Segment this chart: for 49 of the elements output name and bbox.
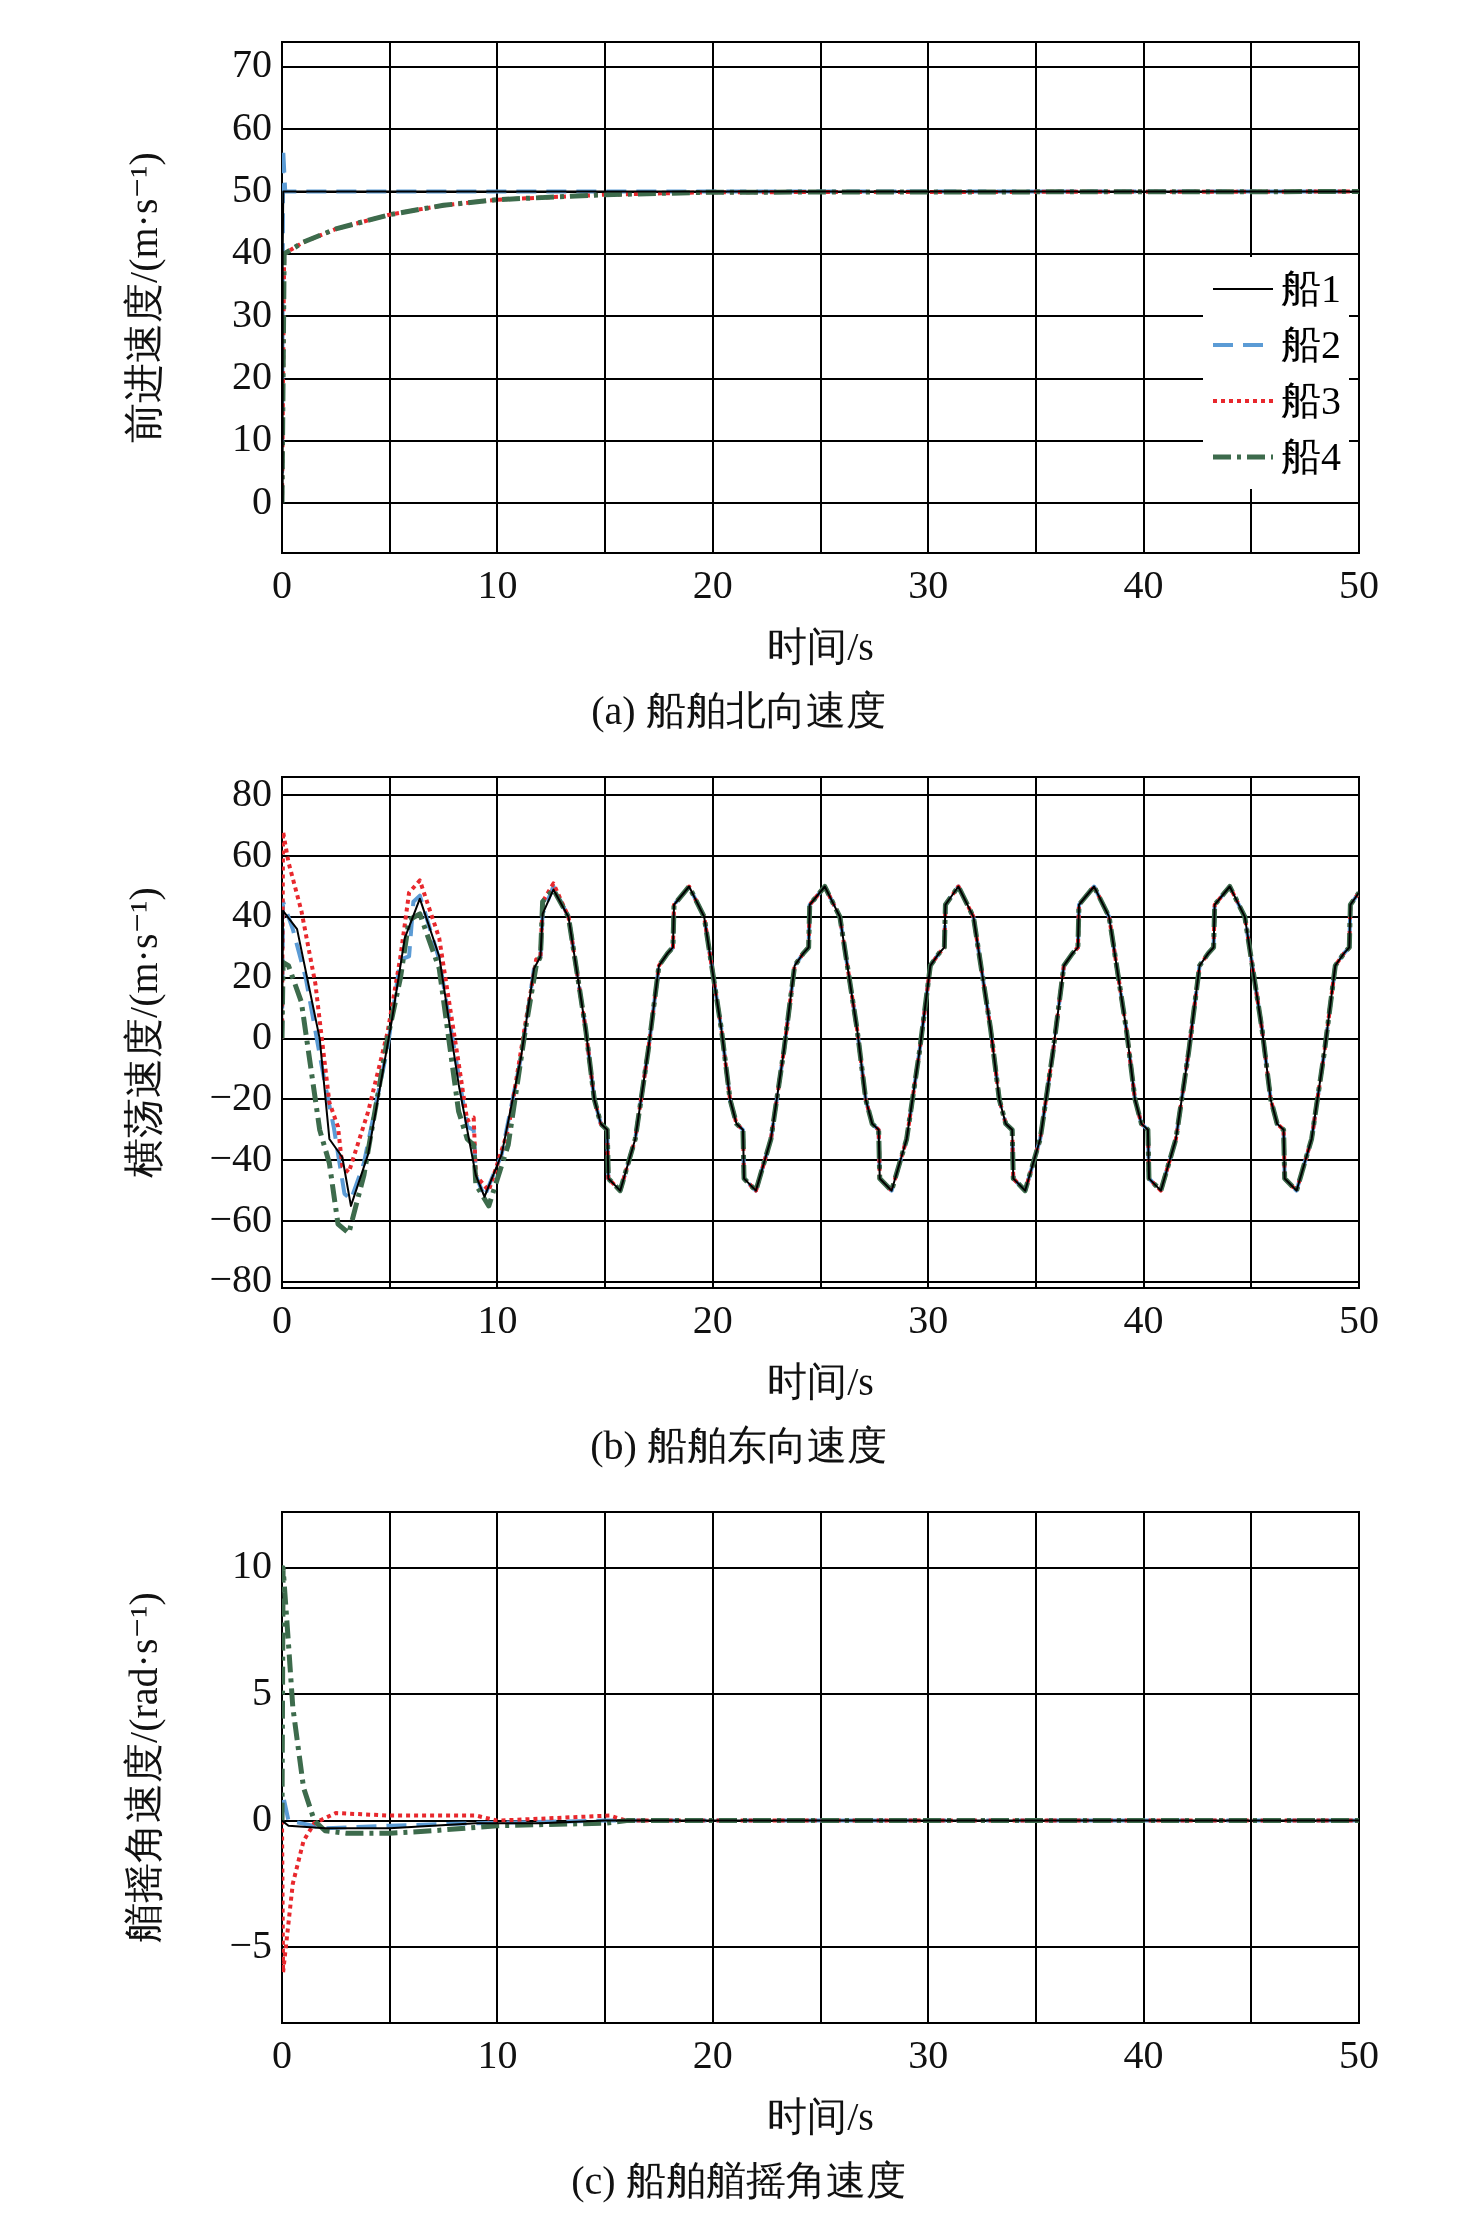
legend-label: 船3 <box>1281 376 1341 425</box>
y-tick-label: 5 <box>252 1668 272 1714</box>
y-tick-label: 30 <box>232 290 272 336</box>
x-tick-label: 40 <box>1123 561 1164 607</box>
legend-label: 船2 <box>1281 320 1341 369</box>
x-tick-label: 50 <box>1339 2031 1379 2077</box>
y-tick-label: 70 <box>232 41 272 87</box>
y-tick-label: 0 <box>252 1013 272 1059</box>
y-tick-label: 50 <box>232 166 272 212</box>
x-tick-label: 40 <box>1123 1296 1164 1342</box>
y-tick-label: 40 <box>232 228 272 274</box>
y-tick-label: −60 <box>209 1195 272 1241</box>
y-axis-title: 前进速度/(m·s⁻¹) <box>120 152 166 443</box>
x-tick-label: 30 <box>908 2031 949 2077</box>
y-tick-label: 10 <box>232 415 272 461</box>
x-tick-label: 10 <box>477 1296 518 1342</box>
x-tick-label: 20 <box>692 2031 733 2077</box>
legend-label: 船1 <box>1281 264 1341 313</box>
x-tick-label: 50 <box>1339 1296 1379 1342</box>
y-tick-label: 0 <box>252 1795 272 1841</box>
y-tick-label: 10 <box>232 1542 272 1588</box>
x-tick-label: 40 <box>1123 2031 1164 2077</box>
y-tick-label: −5 <box>229 1921 272 1967</box>
x-tick-label: 20 <box>692 1296 733 1342</box>
x-tick-label: 30 <box>908 561 949 607</box>
x-tick-label: 10 <box>477 561 518 607</box>
x-tick-label: 10 <box>477 2031 518 2077</box>
y-tick-label: 20 <box>232 952 272 998</box>
y-tick-label: 60 <box>232 103 272 149</box>
legend-label: 船4 <box>1281 432 1341 481</box>
y-tick-label: 20 <box>232 353 272 399</box>
y-tick-label: 0 <box>252 477 272 523</box>
text: (b) 船舶东向速度 <box>590 1422 887 1468</box>
x-axis-title: 时间/s <box>767 2093 874 2139</box>
y-axis-title: 横荡速度/(m·s⁻¹) <box>120 887 166 1178</box>
y-tick-label: −20 <box>209 1073 272 1119</box>
y-axis-title: 艏摇角速度/(rad·s⁻¹) <box>120 1592 166 1943</box>
text: (a) 船舶北向速度 <box>591 687 886 733</box>
x-tick-label: 50 <box>1339 561 1379 607</box>
y-tick-label: 80 <box>232 769 272 815</box>
x-tick-label: 20 <box>692 561 733 607</box>
x-tick-label: 30 <box>908 1296 949 1342</box>
y-tick-label: −40 <box>209 1134 272 1180</box>
x-axis-title: 时间/s <box>767 1358 874 1404</box>
y-tick-label: 60 <box>232 830 272 876</box>
x-axis-title: 时间/s <box>767 623 874 669</box>
text: (c) 船舶艏摇角速度 <box>571 2157 906 2203</box>
y-tick-label: 40 <box>232 891 272 937</box>
y-tick-label: −80 <box>209 1256 272 1302</box>
